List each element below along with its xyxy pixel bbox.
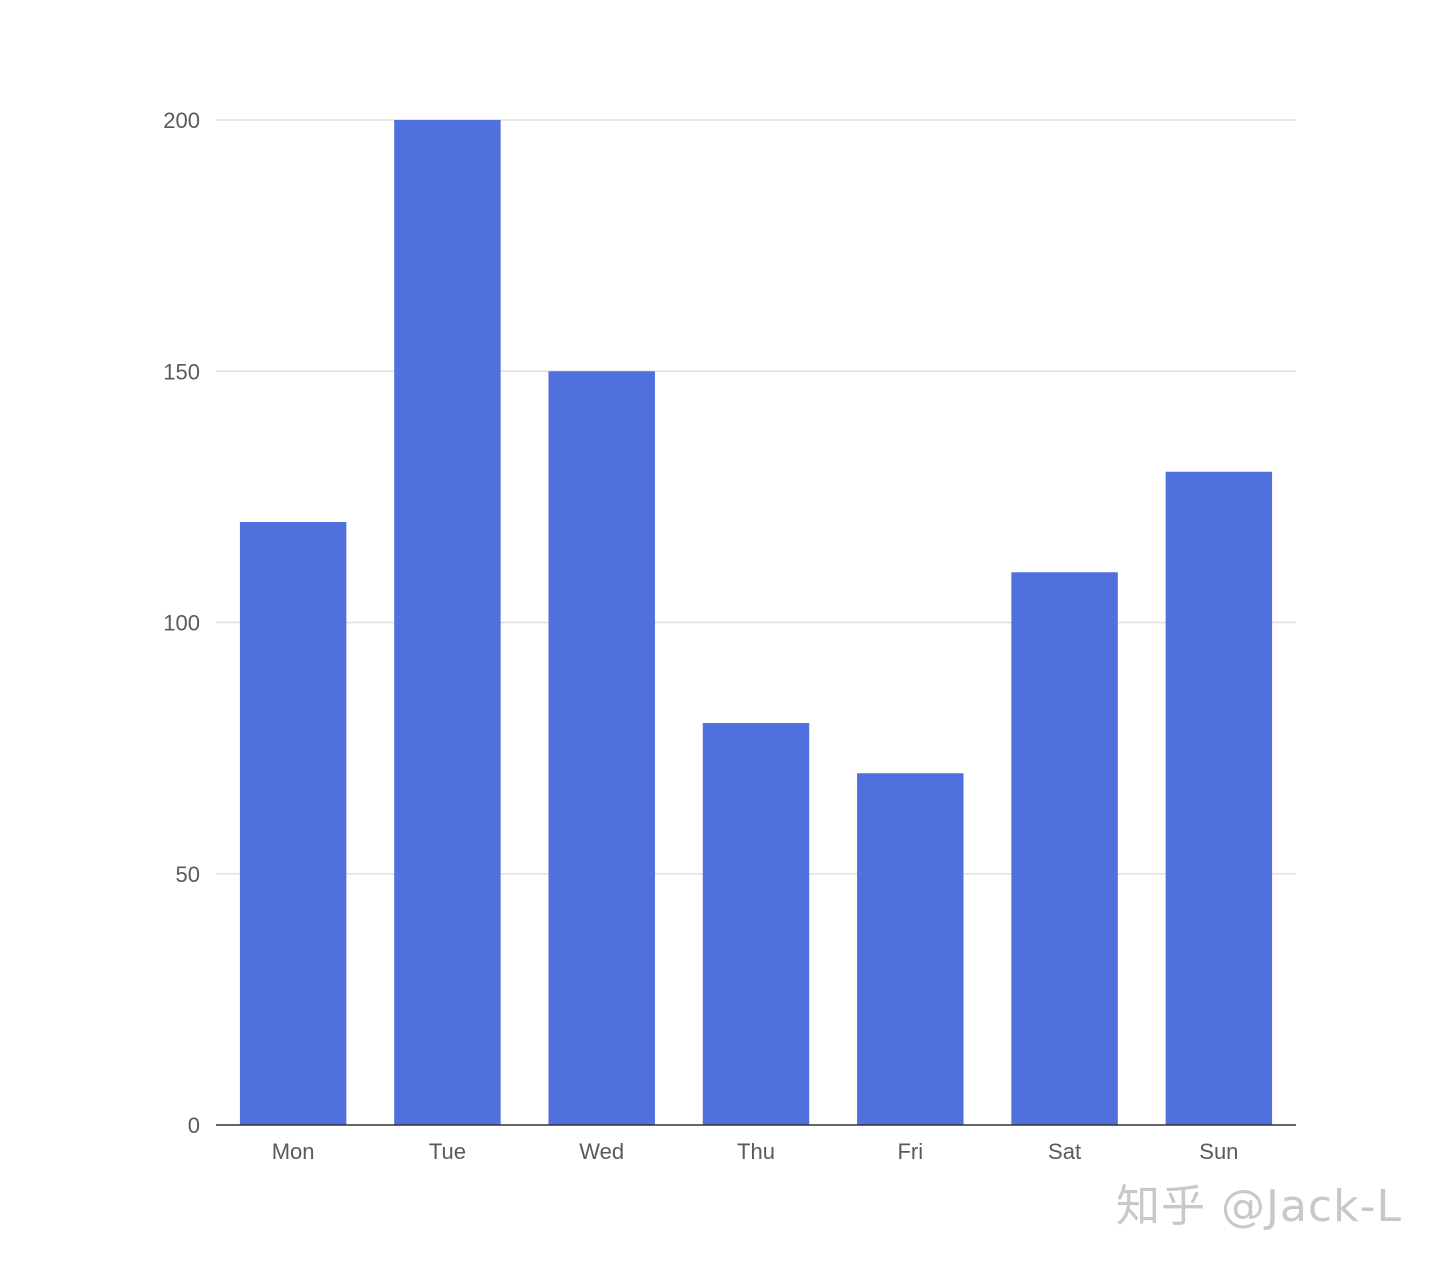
y-tick-label-100: 100 xyxy=(163,611,200,636)
y-tick-label-150: 150 xyxy=(163,359,200,384)
bar-fri[interactable] xyxy=(857,773,964,1125)
x-tick-label-wed: Wed xyxy=(579,1139,624,1164)
x-axis-tick-labels: Mon Tue Wed Thu Fri Sat Sun xyxy=(272,1139,1239,1164)
x-tick-label-tue: Tue xyxy=(429,1139,466,1164)
bars xyxy=(239,120,1273,1125)
bar-wed[interactable] xyxy=(548,371,655,1125)
y-axis-tick-labels: 0 50 100 150 200 xyxy=(163,108,200,1138)
x-tick-label-sat: Sat xyxy=(1048,1139,1081,1164)
bar-sat[interactable] xyxy=(1011,572,1118,1125)
bar-sun[interactable] xyxy=(1165,471,1273,1125)
bar-mon[interactable] xyxy=(239,522,347,1125)
x-tick-label-thu: Thu xyxy=(737,1139,775,1164)
bar-thu[interactable] xyxy=(702,723,810,1125)
bar-tue[interactable] xyxy=(394,120,501,1125)
x-tick-label-fri: Fri xyxy=(897,1139,923,1164)
x-tick-label-mon: Mon xyxy=(272,1139,315,1164)
watermark-text: 知乎 @Jack-L xyxy=(1116,1181,1402,1232)
y-tick-label-200: 200 xyxy=(163,108,200,133)
y-tick-label-50: 50 xyxy=(176,862,200,887)
x-tick-label-sun: Sun xyxy=(1199,1139,1238,1164)
y-tick-label-0: 0 xyxy=(188,1113,200,1138)
